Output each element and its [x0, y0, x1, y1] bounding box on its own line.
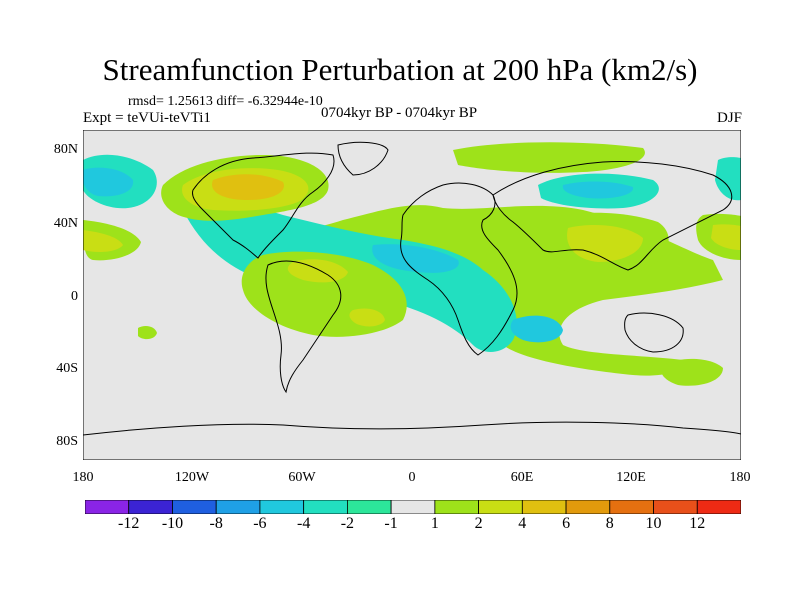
period-label: 0704kyr BP - 0704kyr BP: [321, 105, 478, 121]
colorbar-swatch: [390, 500, 436, 514]
contour-satlantic-inner: [349, 308, 385, 327]
contour-asia-positive-inner: [567, 225, 643, 262]
colorbar-swatch: [565, 500, 611, 514]
colorbar-label: 1: [430, 515, 439, 532]
coastline-asia: [492, 161, 733, 271]
season-label: DJF: [716, 110, 742, 126]
lat-label-40s: 40S: [56, 361, 78, 376]
contour-negative-indian: [510, 315, 563, 343]
colorbar-swatch: [478, 500, 523, 514]
colorbar-label: -6: [253, 515, 267, 532]
colorbar-label: -2: [340, 515, 355, 532]
lon-label-0: 0: [408, 470, 416, 485]
coastline-antarctica: [83, 421, 741, 436]
coastlines: [83, 141, 741, 436]
contour-eurasia-negative-inner: [562, 181, 634, 199]
contour-spacific-small: [138, 325, 157, 340]
map-title: Streamfunction Perturbation at 200 hPa (…: [102, 52, 698, 87]
contour-negative-center: [372, 244, 459, 273]
lat-label-80s: 80S: [56, 434, 78, 449]
colorbar-label: 2: [474, 515, 483, 532]
colorbar-label: -12: [118, 515, 140, 532]
colorbar-swatch: [609, 500, 654, 514]
rmsd-diff-stats: rmsd= 1.25613 diff= -6.32944e-10: [128, 94, 323, 109]
colorbar-swatch: [259, 500, 305, 514]
lon-label-120w: 120W: [174, 470, 210, 485]
colorbar-label: 4: [518, 515, 527, 532]
colorbar-label: -10: [161, 515, 184, 532]
lat-label-eq: 0: [71, 289, 78, 304]
colorbar: [85, 500, 741, 514]
colorbar-label: -8: [209, 515, 223, 532]
contour-arctic-positive: [453, 142, 645, 173]
lon-label-180w: 180: [72, 470, 94, 485]
contour-pacific-east-negative: [715, 157, 741, 201]
colorbar-swatch: [434, 500, 479, 514]
contour-pacific-west-inner: [83, 230, 123, 253]
lat-label-40n: 40N: [53, 216, 78, 231]
coastline-europe-africa: [400, 182, 518, 356]
streamfunction-map: [83, 130, 741, 460]
colorbar-label: -1: [384, 515, 398, 532]
colorbar-swatch: [653, 500, 698, 514]
lon-label-60e: 60E: [510, 470, 534, 485]
contour-pacific-negative-inner: [83, 167, 134, 197]
lon-label-120e: 120E: [616, 470, 646, 485]
colorbar-label: -4: [297, 515, 311, 532]
colorbar-swatch: [85, 500, 130, 514]
colorbar-swatch: [215, 500, 261, 514]
colorbar-label: 12: [689, 515, 706, 532]
lon-label-180e: 180: [729, 470, 751, 485]
coastline-north-america: [192, 152, 335, 259]
colorbar-swatch: [696, 500, 741, 514]
lon-label-60w: 60W: [288, 470, 316, 485]
contour-spacific-east-positive: [661, 358, 723, 386]
coastline-greenland: [337, 141, 389, 176]
contour-pacific-east-inner: [711, 224, 741, 250]
coastline-australia: [624, 312, 684, 353]
colorbar-label: 6: [562, 515, 571, 532]
colorbar-swatch: [346, 500, 392, 514]
lat-label-80n: 80N: [53, 142, 78, 157]
contour-samerica-inner: [287, 259, 348, 283]
colorbar-swatch: [172, 500, 217, 514]
contour-fills: [83, 142, 741, 386]
colorbar-label: 8: [605, 515, 614, 532]
colorbar-swatch: [521, 500, 567, 514]
coastline-south-america: [265, 260, 342, 394]
colorbar-label: 10: [645, 515, 662, 532]
colorbar-swatch: [303, 500, 348, 514]
colorbar-swatch: [128, 500, 173, 514]
experiment-label: Expt = teVUi-teVTi1: [83, 110, 211, 126]
contour-namerica-inner: [212, 174, 284, 200]
